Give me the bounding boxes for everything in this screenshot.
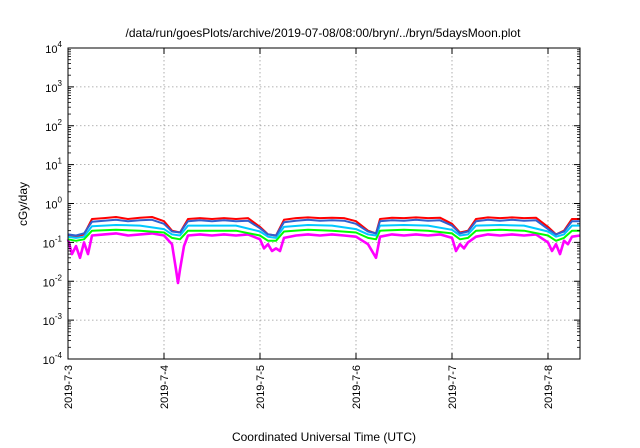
series-line-5 [67, 218, 580, 237]
x-axis-label: Coordinated Universal Time (UTC) [232, 430, 416, 444]
y-tick-base: 10 [43, 238, 55, 250]
y-tick-label: 103 [45, 79, 62, 95]
y-tick-label: 104 [45, 40, 62, 56]
y-axis-label: cGy/day [16, 182, 30, 226]
x-tick-label: 2019-7-5 [255, 365, 267, 409]
series-line-3 [67, 228, 580, 242]
y-tick-exponent: 3 [58, 79, 63, 88]
x-tick-label: 2019-7-3 [63, 365, 75, 409]
y-tick-label: 101 [45, 157, 62, 173]
y-tick-exponent: -1 [55, 234, 63, 243]
x-tick-label: 2019-7-6 [351, 365, 363, 409]
y-tick-base: 10 [45, 161, 57, 173]
y-tick-base: 10 [45, 83, 57, 95]
axis-ticks [67, 47, 580, 360]
y-tick-exponent: -3 [55, 312, 63, 321]
y-tick-label: 10-3 [43, 312, 63, 328]
series-lines [66, 216, 581, 285]
y-tick-label: 10-4 [43, 351, 63, 367]
y-tick-base: 10 [43, 277, 55, 289]
y-tick-exponent: 0 [58, 196, 63, 205]
series-line-4 [67, 224, 580, 239]
y-tick-label: 10-1 [43, 234, 63, 250]
series-line-1 [66, 232, 581, 285]
chart-title: /data/run/goesPlots/archive/2019-07-08/0… [126, 26, 522, 40]
series-line-2 [67, 216, 580, 238]
grid [68, 48, 580, 359]
y-tick-exponent: 4 [58, 40, 63, 49]
y-tick-exponent: 1 [58, 157, 63, 166]
y-tick-label: 10-2 [43, 273, 63, 289]
x-tick-label: 2019-7-7 [447, 365, 459, 409]
y-tick-base: 10 [45, 122, 57, 134]
x-tick-label: 2019-7-8 [543, 365, 555, 409]
y-tick-exponent: 2 [58, 118, 63, 127]
y-tick-base: 10 [45, 200, 57, 212]
y-tick-label: 102 [45, 118, 62, 134]
x-tick-labels: 2019-7-3 2019-7-4 2019-7-5 2019-7-6 2019-7-7… [63, 365, 555, 409]
y-tick-label: 100 [45, 196, 62, 212]
y-tick-base: 10 [43, 355, 55, 367]
y-tick-base: 10 [43, 316, 55, 328]
y-tick-base: 10 [45, 44, 57, 56]
y-tick-exponent: -2 [55, 273, 63, 282]
x-tick-label: 2019-7-4 [159, 365, 171, 409]
y-tick-exponent: -4 [55, 351, 63, 360]
